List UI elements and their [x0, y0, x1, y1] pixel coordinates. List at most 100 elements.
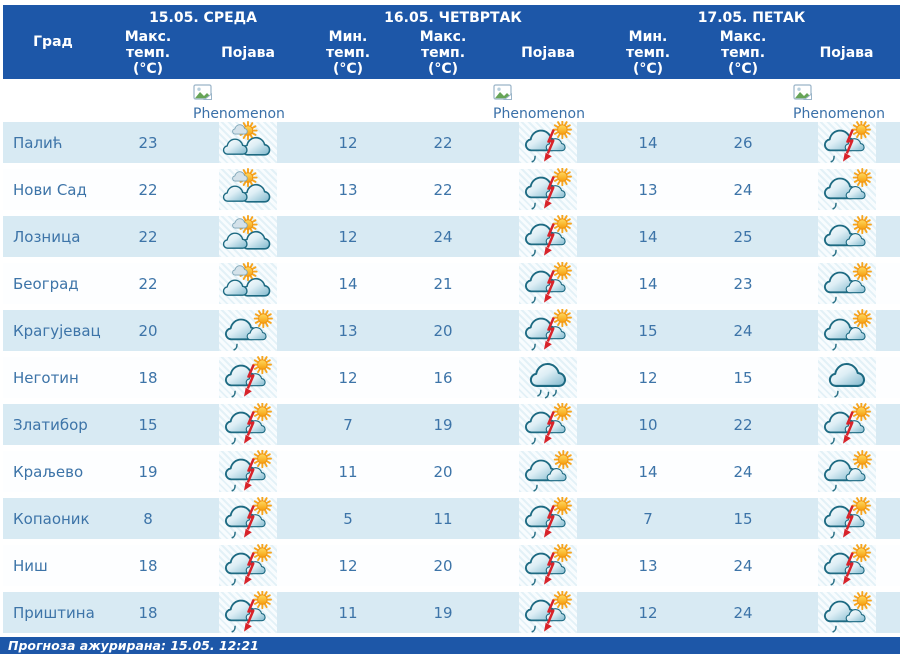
- phenomenon-cell-day3: [793, 120, 900, 169]
- phenomenon-alt-text: Phenomenon: [193, 106, 285, 122]
- forecast-updated-status: Прогноза ажурирана: 15.05. 12:21: [0, 637, 900, 654]
- min-temp-day3: 14: [603, 260, 694, 310]
- min-temp-day2: 12: [303, 122, 394, 169]
- min-temp-day2: 12: [303, 213, 394, 263]
- weather-icon-box: [519, 543, 578, 586]
- weather-icon-sun-storm: [224, 543, 272, 586]
- city-name: Ниш: [3, 542, 103, 592]
- weather-icon-sun-storm: [823, 496, 871, 539]
- max-temp-day3: 23: [693, 260, 794, 310]
- weather-icon-box: [219, 120, 277, 163]
- weather-icon-sun-storm: [525, 214, 572, 257]
- min-temp-day3: 13: [603, 166, 694, 216]
- weather-icon-sun-rain: [823, 214, 872, 257]
- phenomenon-cell-day2: [493, 307, 604, 357]
- max-temp-day1: 8: [103, 495, 193, 545]
- max-temp-day3: 24: [693, 166, 794, 216]
- phenomenon-cell-day2: [493, 589, 604, 639]
- forecast-table-body: Phenomenon Phenomenon: [3, 79, 900, 639]
- phenomenon-cell-day1: [193, 213, 304, 263]
- min-temp-day2: 13: [303, 166, 394, 216]
- weather-icon-box: [519, 357, 578, 398]
- weather-icon-sun-storm: [224, 402, 272, 445]
- min-temp-day2: 7: [303, 401, 394, 451]
- table-row: Нови Сад 22 13 22 13 24: [3, 166, 900, 216]
- weather-icon-box: [817, 308, 876, 351]
- phenomenon-cell-day1: [193, 542, 304, 592]
- weather-icon-sun-storm: [525, 496, 572, 539]
- max-temp-day2: 20: [393, 542, 494, 592]
- weather-icon-box: [219, 308, 277, 351]
- city-name: Лозница: [3, 213, 103, 263]
- min-temp-day3: 15: [603, 307, 694, 357]
- phenomenon-cell-day1: [193, 307, 304, 357]
- weather-icon-box: [817, 543, 876, 586]
- phenomenon-alt-text: Phenomenon: [793, 106, 885, 122]
- phenomenon-cell-day1: [193, 354, 304, 404]
- city-name: Нови Сад: [3, 166, 103, 216]
- weather-icon-box: [519, 590, 578, 633]
- phenomenon-cell-day1: [193, 495, 304, 545]
- min-temp-day2: 5: [303, 495, 394, 545]
- max-temp-day1: 18: [103, 354, 193, 404]
- city-name: Приштина: [3, 589, 103, 639]
- weather-icon-sun-storm: [224, 496, 272, 539]
- day-header-wednesday: 15.05. СРЕДА: [103, 5, 304, 27]
- weather-icon-box: [519, 308, 578, 351]
- weather-icon-sun-storm: [525, 120, 572, 163]
- table-row: Краљево 19 11 20 14 24: [3, 448, 900, 498]
- weather-icon-box: [219, 214, 277, 257]
- phenomenon-cell-day3: [793, 589, 900, 639]
- phenomenon-cell-day3: [793, 542, 900, 592]
- weather-icon-sun-storm: [525, 543, 572, 586]
- phenomenon-cell-day3: [793, 213, 900, 263]
- max-temp-day1: 23: [103, 122, 193, 169]
- phenomenon-cell-day3: [793, 448, 900, 498]
- city-name: Златибор: [3, 401, 103, 451]
- max-temp-day1: 22: [103, 213, 193, 263]
- table-row: Приштина 18 11 19 12 24: [3, 589, 900, 639]
- max-temp-day1: 19: [103, 448, 193, 498]
- max-temp-day3: 24: [693, 589, 794, 639]
- phenomenon-cell-day3: [793, 307, 900, 357]
- weather-icon-sun-rain: [823, 167, 872, 210]
- table-row: Копаоник 8 5 11 7 15: [3, 495, 900, 545]
- weather-icon-sun-rain: [224, 308, 273, 351]
- weather-icon-box: [817, 214, 876, 257]
- weather-icon-sun-storm: [525, 167, 572, 210]
- weather-icon-box: [519, 214, 578, 257]
- table-row: Неготин 18 12 16 12 15: [3, 354, 900, 404]
- weather-icon-sun-rain: [823, 590, 872, 633]
- phenomenon-cell-day1: [193, 448, 304, 498]
- max-temp-day2: 21: [393, 260, 494, 310]
- max-temp-day2: 22: [393, 166, 494, 216]
- max-temp-day2: 19: [393, 401, 494, 451]
- weather-icon-sun-rain: [823, 308, 872, 351]
- weather-icon-box: [817, 496, 876, 539]
- min-temp-day3: 14: [603, 122, 694, 169]
- max-temp-day2: 22: [393, 122, 494, 169]
- phenomenon-cell-day3: [793, 354, 900, 404]
- max-temp-day3: 25: [693, 213, 794, 263]
- min-temp-day2: 11: [303, 589, 394, 639]
- weather-icon-box: [519, 496, 578, 539]
- phenomenon-alt-row: Phenomenon Phenomenon: [3, 79, 900, 122]
- weather-icon-box: [219, 261, 277, 304]
- weather-icon-sun-storm: [525, 402, 572, 445]
- phenomenon-cell-day1: [193, 589, 304, 639]
- max-temp-day2: 16: [393, 354, 494, 404]
- weather-icon-partly-sunny: [222, 120, 271, 156]
- phenomenon-cell-day2: [493, 260, 604, 310]
- max-temp-day1: 22: [103, 166, 193, 216]
- weather-icon-box: [519, 261, 578, 304]
- phenomenon-alt-text: Phenomenon: [493, 106, 585, 122]
- min-temp-day3: 14: [603, 213, 694, 263]
- broken-image-icon: [793, 84, 813, 100]
- weather-icon-box: [817, 120, 876, 163]
- min-temp-day3: 13: [603, 542, 694, 592]
- max-temp-day3: 24: [693, 448, 794, 498]
- weather-icon-box: [817, 590, 876, 633]
- phenomenon-cell-day1: [193, 120, 304, 169]
- weather-icon-sun-storm: [224, 449, 272, 492]
- table-row: Лозница 22 12 24 14 25: [3, 213, 900, 263]
